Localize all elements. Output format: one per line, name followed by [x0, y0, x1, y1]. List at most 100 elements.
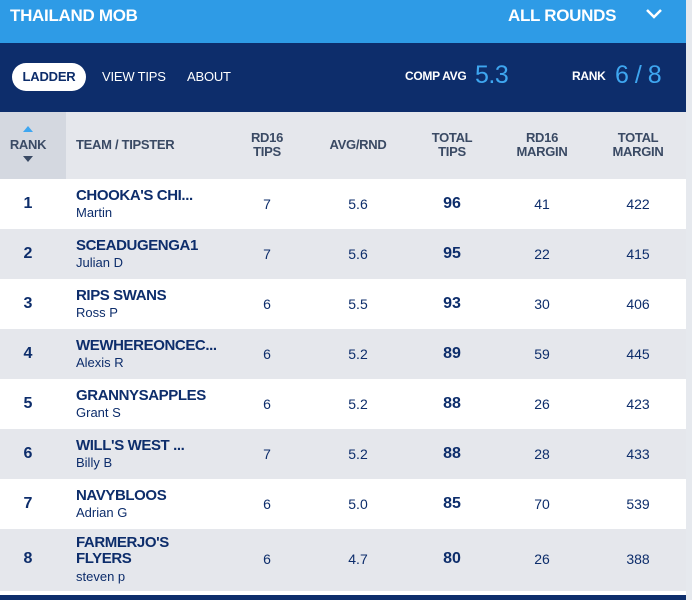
rd-margin-cell: 70	[534, 496, 550, 512]
rd-margin-cell: 26	[534, 396, 550, 412]
rd-tips-cell: 6	[263, 346, 271, 362]
total-margin-cell: 406	[626, 296, 650, 312]
header-rd-tips-line1: RD16	[250, 130, 284, 145]
rank-cell: 2	[23, 245, 33, 262]
ladder-table-header: RANK TEAM / TIPSTER RD16 TIPS AVG/RND TO…	[0, 112, 686, 179]
rank-cell: 8	[23, 550, 33, 567]
total-tips-cell: 80	[443, 550, 461, 567]
sort-up-icon	[23, 126, 33, 132]
table-row[interactable]: 4 WEWHEREONCEC... Alexis R 6 5.2 89 59 4…	[0, 329, 686, 379]
team-name[interactable]: WILL'S WEST ...	[76, 437, 185, 454]
table-row[interactable]: 6 WILL'S WEST ... Billy B 7 5.2 88 28 43…	[0, 429, 686, 479]
table-row[interactable]: 1 CHOOKA'S CHI... Martin 7 5.6 96 41 422	[0, 179, 686, 229]
avg-cell: 5.2	[348, 446, 368, 462]
tipster-name: Billy B	[76, 455, 113, 470]
footer-bar	[0, 595, 686, 600]
avg-cell: 5.0	[348, 496, 368, 512]
header-rd-margin[interactable]: RD16 MARGIN	[507, 131, 577, 159]
total-margin-cell: 433	[626, 446, 650, 462]
rank-cell: 6	[23, 445, 33, 462]
avg-cell: 4.7	[348, 551, 368, 567]
tab-ladder[interactable]: LADDER	[12, 63, 86, 91]
team-name[interactable]: SCEADUGENGA1	[76, 237, 198, 254]
tipster-name: Alexis R	[76, 355, 124, 370]
total-tips-cell: 89	[443, 345, 461, 362]
rd-margin-cell: 59	[534, 346, 550, 362]
rank-cell: 5	[23, 395, 33, 412]
table-row[interactable]: 5 GRANNYSAPPLES Grant S 6 5.2 88 26 423	[0, 379, 686, 429]
comp-avg-label: COMP AVG	[405, 69, 467, 83]
table-row[interactable]: 7 NAVYBLOOS Adrian G 6 5.0 85 70 539	[0, 479, 686, 529]
avg-cell: 5.2	[348, 396, 368, 412]
tipster-name: steven p	[76, 569, 126, 584]
tipster-name: Martin	[76, 205, 113, 220]
header-rd-tips[interactable]: RD16 TIPS	[237, 131, 297, 159]
total-margin-cell: 539	[626, 496, 650, 512]
table-row[interactable]: 3 RIPS SWANS Ross P 6 5.5 93 30 406	[0, 279, 686, 329]
rd-tips-cell: 6	[263, 396, 271, 412]
avg-cell: 5.6	[348, 246, 368, 262]
rank-label: RANK	[572, 69, 606, 83]
round-selector[interactable]: ALL ROUNDS	[508, 6, 617, 25]
header-rd-tips-line2: TIPS	[253, 144, 281, 159]
competition-title: THAILAND MOB	[10, 6, 138, 25]
header-avg[interactable]: AVG/RND	[329, 137, 387, 152]
total-margin-cell: 423	[626, 396, 650, 412]
total-margin-cell: 415	[626, 246, 650, 262]
rd-tips-cell: 6	[263, 551, 271, 567]
tipster-name: Grant S	[76, 405, 121, 420]
competition-header: THAILAND MOB ALL ROUNDS	[0, 0, 686, 43]
rd-tips-cell: 6	[263, 496, 271, 512]
rd-tips-cell: 6	[263, 296, 271, 312]
tipster-name: Julian D	[76, 255, 123, 270]
tipster-name: Adrian G	[76, 505, 128, 520]
total-tips-cell: 88	[443, 395, 461, 412]
rd-tips-cell: 7	[263, 196, 271, 212]
rd-margin-cell: 28	[534, 446, 550, 462]
comp-avg-value: 5.3	[475, 61, 509, 89]
rd-margin-cell: 26	[534, 551, 550, 567]
header-total-margin-line2: MARGIN	[612, 144, 664, 159]
total-tips-cell: 93	[443, 295, 461, 312]
tab-view-tips[interactable]: VIEW TIPS	[102, 69, 166, 84]
header-total-tips[interactable]: TOTAL TIPS	[422, 131, 482, 159]
team-name[interactable]: WEWHEREONCEC...	[76, 337, 217, 354]
rank-cell: 3	[23, 295, 33, 312]
nav-bar: LADDER VIEW TIPS ABOUT COMP AVG 5.3 RANK…	[0, 43, 686, 112]
team-name-line2[interactable]: FLYERS	[76, 550, 132, 567]
team-name[interactable]: RIPS SWANS	[76, 287, 167, 304]
tab-about[interactable]: ABOUT	[187, 69, 231, 84]
total-tips-cell: 88	[443, 445, 461, 462]
header-total-tips-line2: TIPS	[438, 144, 466, 159]
header-team[interactable]: TEAM / TIPSTER	[76, 137, 175, 152]
chevron-down-icon[interactable]	[644, 4, 664, 24]
team-name[interactable]: NAVYBLOOS	[76, 487, 167, 504]
rank-cell: 1	[23, 195, 33, 212]
header-total-margin[interactable]: TOTAL MARGIN	[603, 131, 673, 159]
rd-tips-cell: 7	[263, 446, 271, 462]
rd-margin-cell: 30	[534, 296, 550, 312]
header-total-tips-line1: TOTAL	[431, 130, 473, 145]
total-margin-cell: 388	[626, 551, 650, 567]
page-edge	[686, 0, 692, 600]
table-row[interactable]: 8 FARMERJO'S FLYERS steven p 6 4.7 80 26…	[0, 529, 686, 591]
rd-margin-cell: 41	[534, 196, 550, 212]
rank-cell: 7	[23, 495, 33, 512]
avg-cell: 5.6	[348, 196, 368, 212]
header-rank: RANK	[9, 137, 47, 152]
total-tips-cell: 85	[443, 495, 461, 512]
rank-sort-header[interactable]: RANK	[0, 112, 66, 179]
team-name[interactable]: GRANNYSAPPLES	[76, 387, 206, 404]
header-total-margin-line1: TOTAL	[617, 130, 659, 145]
total-tips-cell: 95	[443, 245, 461, 262]
avg-cell: 5.5	[348, 296, 368, 312]
rd-margin-cell: 22	[534, 246, 550, 262]
team-name[interactable]: CHOOKA'S CHI...	[76, 187, 193, 204]
total-margin-cell: 445	[626, 346, 650, 362]
avg-cell: 5.2	[348, 346, 368, 362]
team-name-line1[interactable]: FARMERJO'S	[76, 534, 169, 551]
total-tips-cell: 96	[443, 195, 461, 212]
table-row[interactable]: 2 SCEADUGENGA1 Julian D 7 5.6 95 22 415	[0, 229, 686, 279]
rank-value: 6 / 8	[615, 61, 662, 89]
header-rd-margin-line2: MARGIN	[516, 144, 568, 159]
